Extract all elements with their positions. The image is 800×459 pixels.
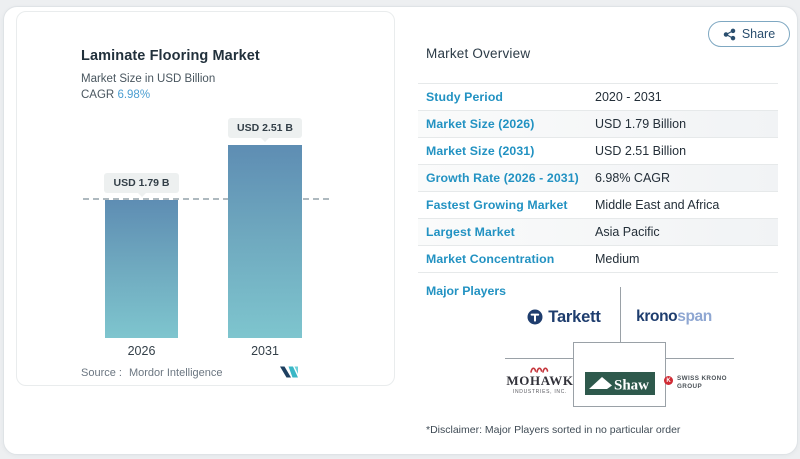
swiss-krono-logo: K SWISS KRONO GROUP	[664, 375, 756, 391]
bar-group-2026: USD 1.79 B	[104, 173, 179, 338]
row-value: USD 1.79 Billion	[595, 117, 687, 131]
tarkett-logo: Tarkett	[510, 305, 618, 329]
row-label: Market Size (2031)	[426, 144, 535, 158]
swiss-krono-line1: SWISS KRONO	[677, 375, 727, 382]
bar-value-label-2026: USD 1.79 B	[104, 173, 179, 193]
table-row: Fastest Growing Market Middle East and A…	[418, 192, 778, 219]
bar-2031	[228, 145, 302, 338]
bar-value-label-2031: USD 2.51 B	[227, 118, 303, 138]
x-axis-tick-2026: 2026	[127, 344, 156, 358]
tarkett-icon	[527, 309, 543, 325]
source-name: Mordor Intelligence	[128, 367, 223, 379]
table-row: Market Size (2031) USD 2.51 Billion	[418, 138, 778, 165]
row-value: 6.98% CAGR	[595, 171, 671, 185]
chart-panel: Laminate Flooring Market Market Size in …	[16, 11, 395, 386]
cagr-label: CAGR	[81, 89, 115, 101]
overview-panel: Market Overview Study Period 2020 - 2031…	[418, 0, 778, 459]
share-button[interactable]: Share	[708, 21, 790, 47]
source-text: Source : Mordor Intelligence	[81, 367, 223, 379]
table-row: Growth Rate (2026 - 2031) 6.98% CAGR	[418, 165, 778, 192]
table-row: Study Period 2020 - 2031	[418, 84, 778, 111]
overview-table: Study Period 2020 - 2031 Market Size (20…	[418, 83, 778, 273]
row-label: Study Period	[426, 90, 504, 104]
row-label: Market Concentration	[426, 252, 555, 266]
shaw-label: Shaw	[614, 378, 649, 394]
table-row: Market Concentration Medium	[418, 246, 778, 273]
major-players-label: Major Players	[426, 284, 506, 298]
chart-title: Laminate Flooring Market	[81, 48, 260, 64]
share-label: Share	[741, 26, 776, 41]
mohawk-waves-icon	[530, 367, 549, 373]
share-icon	[723, 28, 736, 40]
row-value: Medium	[595, 252, 640, 266]
row-value: 2020 - 2031	[595, 90, 662, 104]
row-label: Largest Market	[426, 225, 515, 239]
overview-title: Market Overview	[426, 46, 531, 61]
row-value: Middle East and Africa	[595, 198, 720, 212]
swiss-krono-icon: K	[664, 376, 673, 385]
row-value: Asia Pacific	[595, 225, 660, 239]
chart-cagr: CAGR 6.98%	[81, 88, 260, 103]
shaw-logo: Shaw	[585, 372, 655, 395]
table-row: Market Size (2026) USD 1.79 Billion	[418, 111, 778, 138]
row-label: Growth Rate (2026 - 2031)	[426, 171, 579, 185]
kronospan-logo: kronospan	[626, 308, 722, 326]
row-label: Fastest Growing Market	[426, 198, 568, 212]
mohawk-logo: MOHAWK INDUSTRIES, INC.	[496, 364, 584, 395]
bar-2026	[105, 200, 178, 338]
kronospan-label-bold: krono	[636, 308, 678, 325]
bar-group-2031: USD 2.51 B	[227, 118, 303, 338]
swiss-krono-line2: GROUP	[677, 383, 703, 390]
swiss-krono-text: SWISS KRONO GROUP	[677, 375, 727, 391]
chart-subtitle: Market Size in USD Billion	[81, 73, 216, 85]
row-label: Market Size (2026)	[426, 117, 535, 131]
table-row: Largest Market Asia Pacific	[418, 219, 778, 246]
x-axis-tick-2031: 2031	[251, 344, 279, 358]
mohawk-label: MOHAWK	[506, 373, 574, 388]
major-players-section: Major Players Tarkett kronospan	[418, 278, 778, 444]
reference-dashed-line	[83, 198, 329, 200]
mordor-intelligence-logo	[280, 366, 298, 378]
kronospan-label-light: span	[677, 308, 712, 325]
chart-header: Laminate Flooring Market Market Size in …	[81, 46, 260, 103]
disclaimer: *Disclaimer: Major Players sorted in no …	[426, 424, 681, 436]
row-value: USD 2.51 Billion	[595, 144, 687, 158]
source-label: Source :	[81, 367, 122, 379]
mohawk-sublabel: INDUSTRIES, INC.	[512, 389, 568, 395]
connector-vertical-line	[620, 287, 621, 342]
tarkett-label: Tarkett	[548, 307, 601, 326]
cagr-value: 6.98%	[117, 89, 151, 101]
